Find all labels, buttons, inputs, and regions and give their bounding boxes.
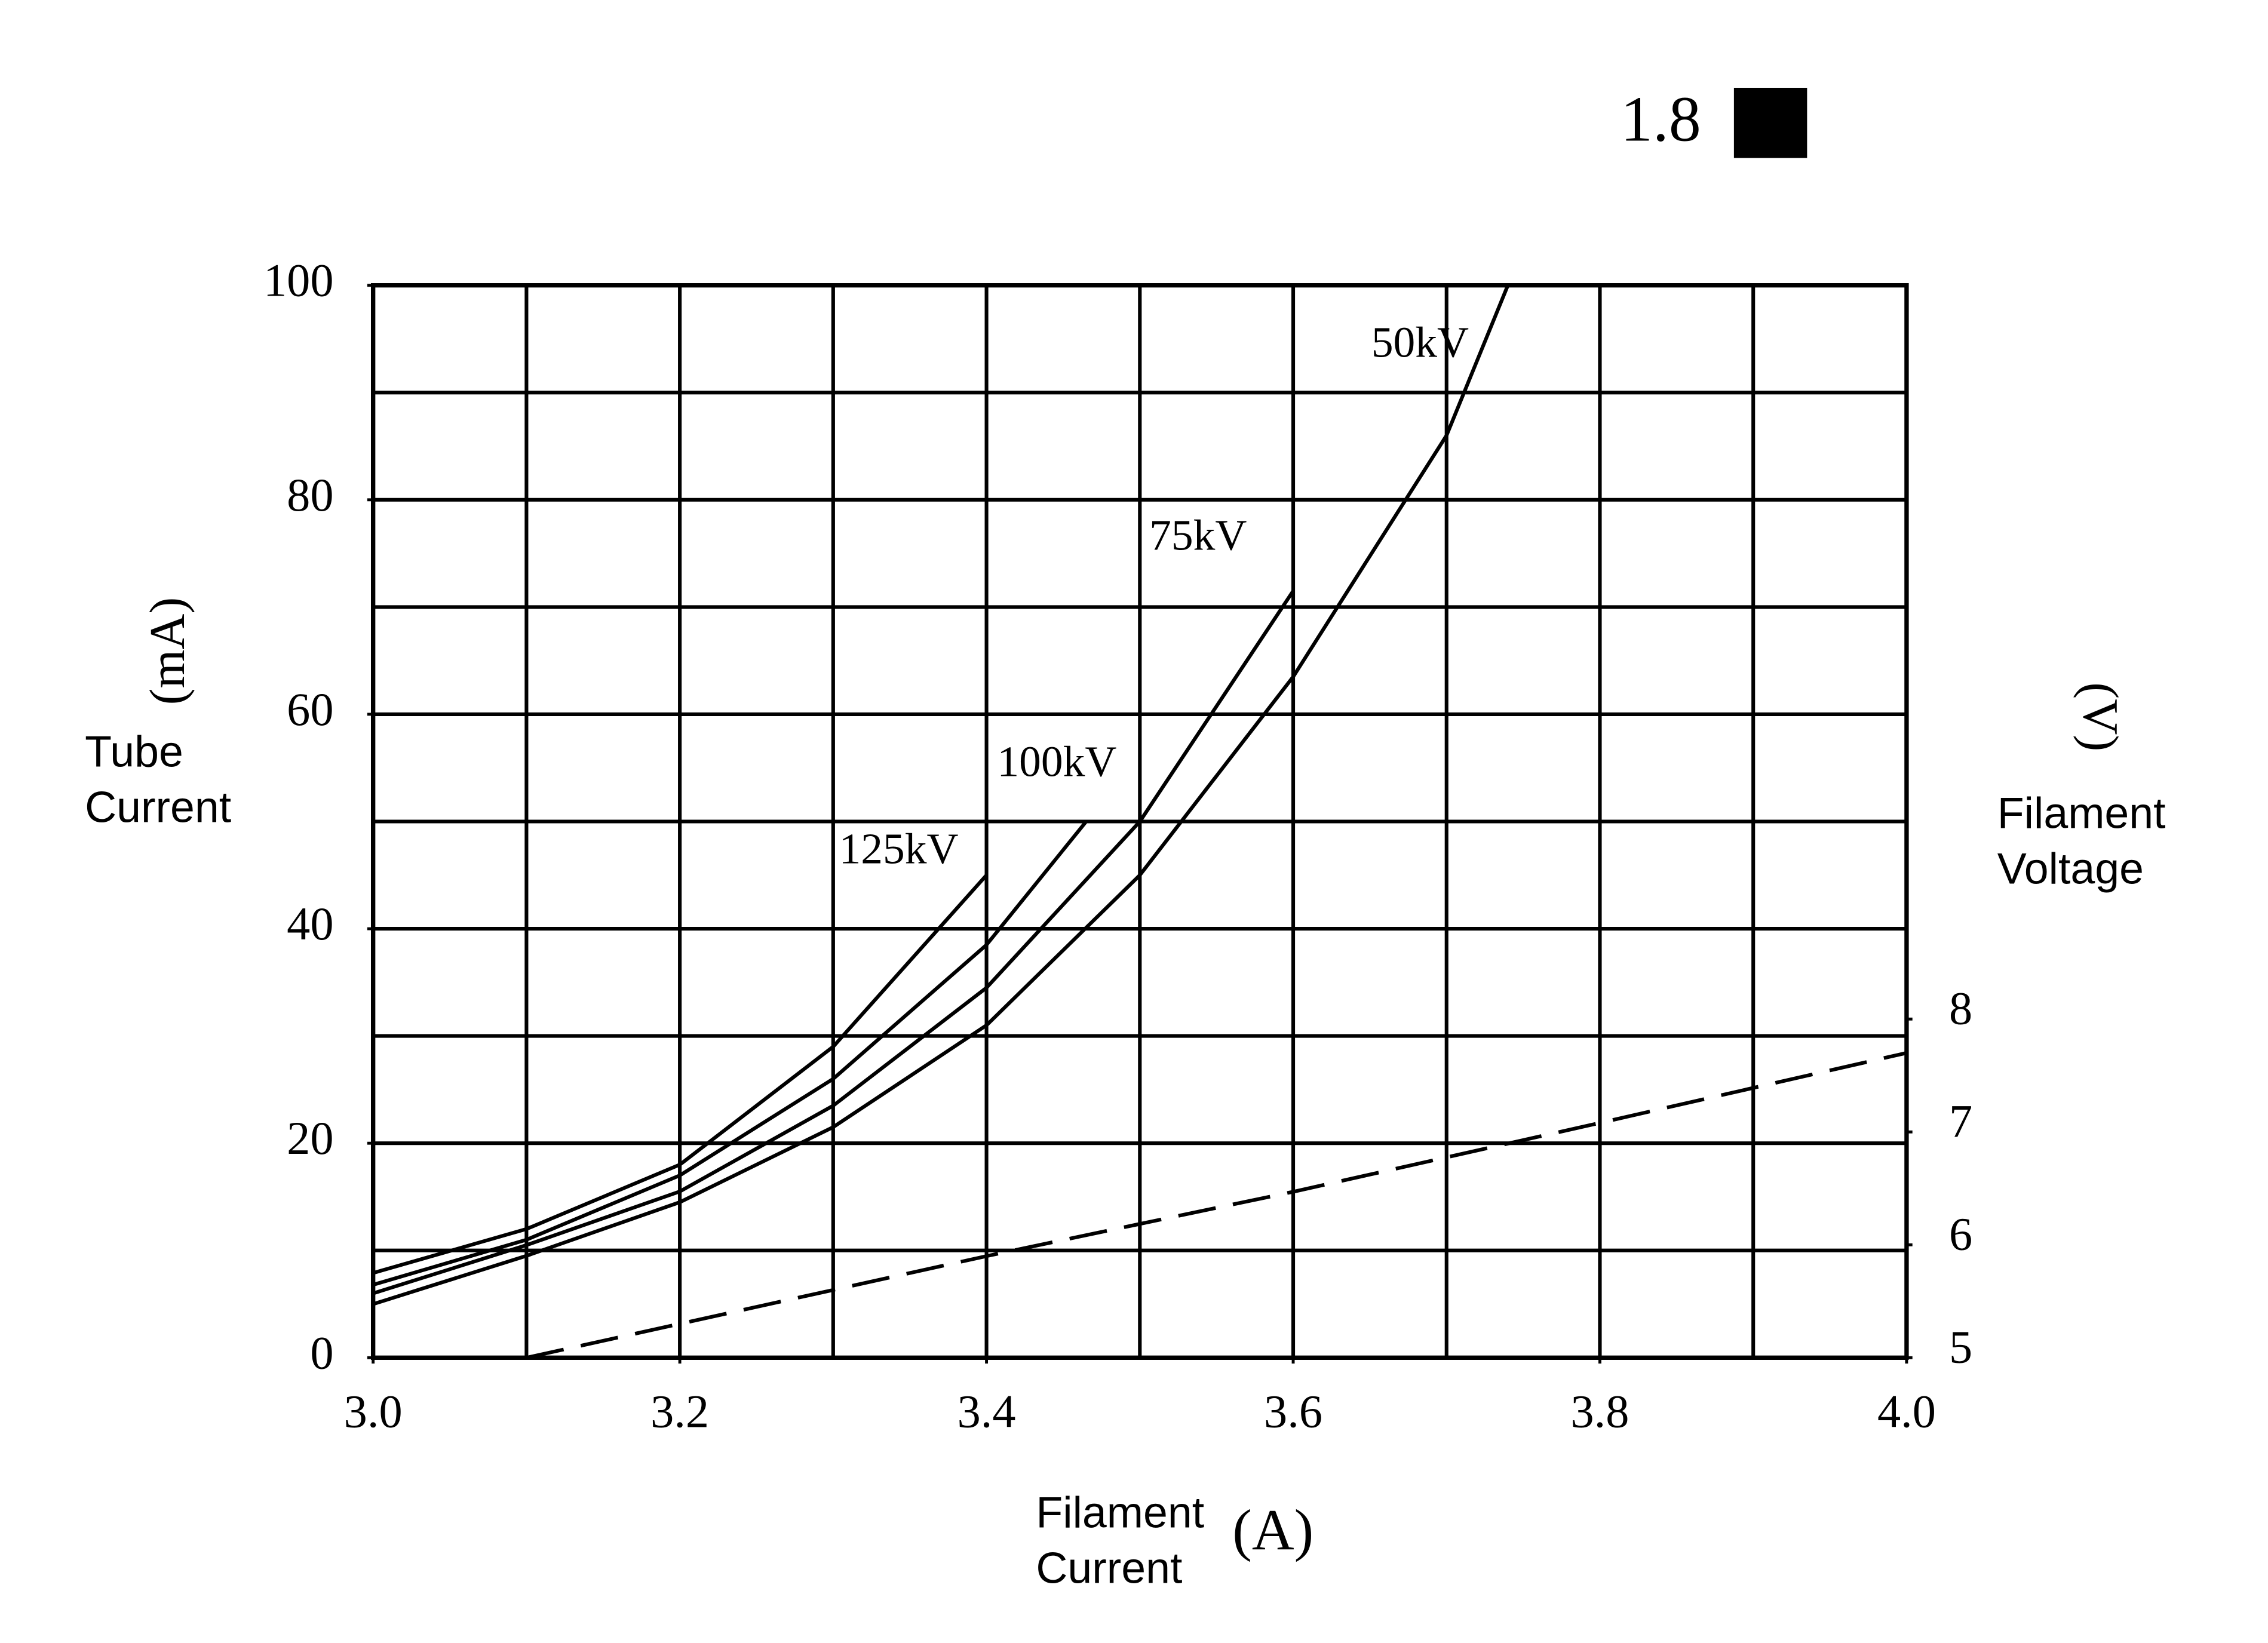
series-label: 100kV <box>997 737 1116 785</box>
series-label: 125kV <box>839 824 959 873</box>
y-tick-label: 80 <box>287 469 333 521</box>
x-axis-label: Filament <box>1036 1487 1204 1537</box>
marker-square <box>1733 87 1807 158</box>
series-label: 50kV <box>1371 318 1469 366</box>
x-tick-label: 3.0 <box>344 1385 403 1437</box>
series-line <box>372 820 1088 1287</box>
y2-tick-label: 7 <box>1949 1095 1972 1147</box>
y-tick-label: 60 <box>287 683 333 735</box>
y2-tick-label: 8 <box>1949 982 1972 1034</box>
series-line <box>526 1051 1907 1360</box>
plot-frame <box>370 283 1909 1360</box>
x-axis-unit: (A) <box>1232 1498 1313 1563</box>
series-line <box>372 874 988 1275</box>
y-tick-label: 20 <box>287 1112 333 1164</box>
y-tick-label: 100 <box>263 254 334 306</box>
x-tick-label: 3.4 <box>957 1385 1016 1437</box>
y2-axis-label: Filament <box>1997 788 2166 837</box>
series-label: 75kV <box>1149 511 1247 560</box>
y-axis-label: Tube <box>85 726 183 776</box>
y-axis-unit: (mA) <box>140 597 195 705</box>
y-axis-label: Current <box>85 782 231 832</box>
x-tick-label: 3.6 <box>1264 1385 1322 1437</box>
y2-tick-label: 6 <box>1949 1208 1972 1260</box>
y2-tick-label: 5 <box>1949 1320 1972 1372</box>
annotation: 1.8 <box>1621 84 1701 155</box>
series-line <box>372 589 1295 1295</box>
x-axis-label: Current <box>1036 1543 1182 1592</box>
x-tick-label: 3.2 <box>650 1385 709 1437</box>
y2-axis-unit: (V) <box>2073 683 2128 752</box>
y2-axis-label: Voltage <box>1997 843 2144 893</box>
series-line <box>372 284 1510 1306</box>
y-tick-label: 0 <box>310 1326 333 1378</box>
x-tick-label: 3.8 <box>1570 1385 1629 1437</box>
x-tick-label: 4.0 <box>1877 1385 1936 1437</box>
y-tick-label: 40 <box>287 898 333 950</box>
